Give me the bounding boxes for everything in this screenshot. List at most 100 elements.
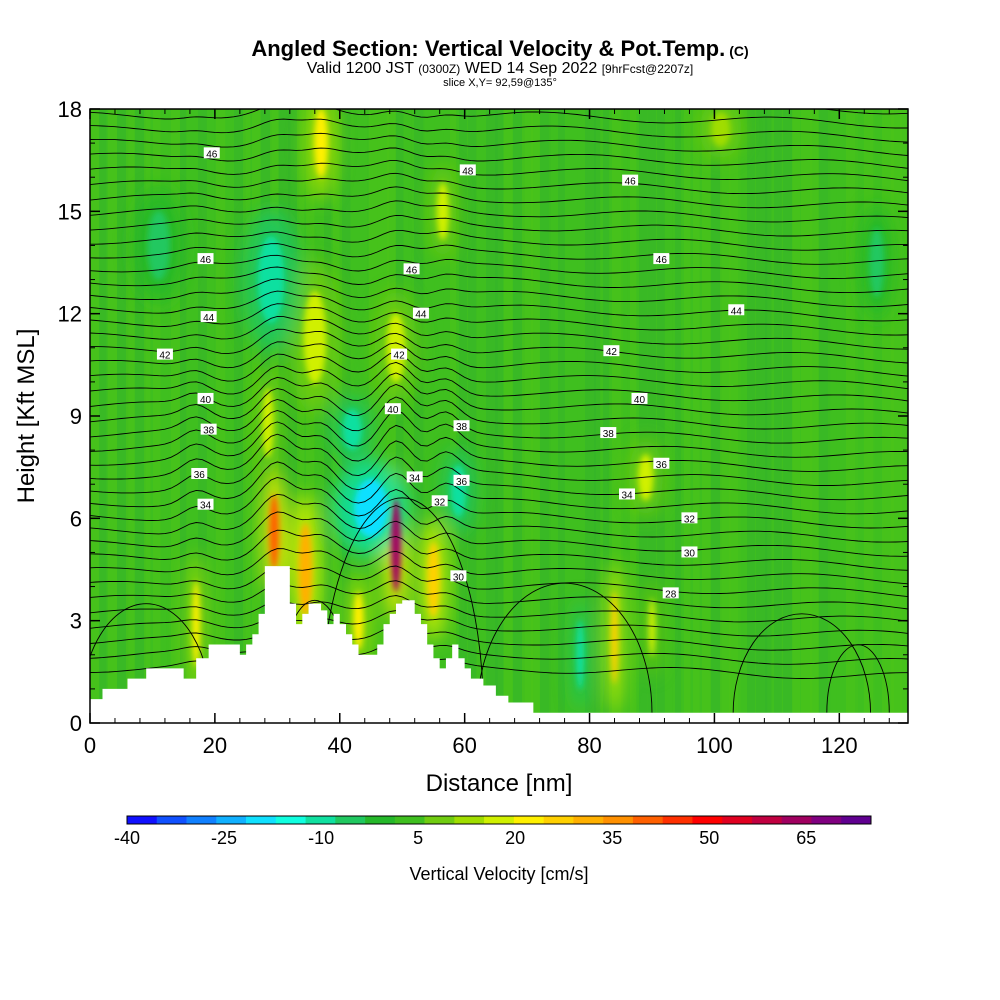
isentrope-label: 46 [653,253,670,266]
isentrope-line [90,186,908,209]
isentrope-label: 46 [197,253,214,266]
isentrope-label: 32 [431,495,448,508]
colorbar-frame [126,815,872,825]
texture-stripe [702,109,711,723]
isentrope-label: 44 [200,311,217,324]
texture-stripe [450,109,457,723]
isentrope-line [90,315,908,350]
velocity-core [711,112,731,147]
texture-stripe [513,109,525,723]
texture-stripe [585,109,596,723]
y-tick-label: 6 [70,506,82,531]
isentrope-label-text: 42 [606,347,618,358]
isentrope-label-text: 44 [415,310,427,321]
isentrope-line [90,229,908,251]
y-tick-label: 3 [70,609,82,634]
isentrope-line [90,421,908,472]
isentrope-label-text: 46 [206,149,218,160]
velocity-core [354,479,388,538]
colorbar-swatch [454,816,485,824]
isentrope-label: 30 [681,546,698,559]
colorbar-swatch [156,816,187,824]
colorbar-tick-label: -25 [211,828,237,848]
isentrope-label: 42 [391,348,408,362]
isentrope-line [90,214,908,237]
colorbar: -40 -25 -10 5 20 35 50 65 [114,815,872,848]
isentrope-line [90,595,908,623]
texture-stripe [495,109,504,723]
y-tick-label: 9 [70,404,82,429]
slice-info: slice X,Y= 92,59@135° [443,77,557,89]
texture-stripe [522,109,534,723]
isentrope-label: 36 [191,467,208,481]
isentrope-label-text: 42 [159,351,171,362]
isentrope-label: 36 [453,474,470,488]
isentrope-line [90,278,908,308]
isentrope-line [90,172,908,195]
texture-stripe [630,109,637,723]
isentrope-label-text: 46 [200,255,212,266]
isentrope-label-box [391,348,408,360]
texture-stripe [756,109,768,723]
velocity-core [353,591,364,650]
colorbar-swatch [662,816,693,824]
texture-stripe [873,109,885,723]
low-contour [320,497,484,713]
x-tick-label: 40 [328,733,352,758]
isentrope-label-box [412,307,429,319]
colorbar-swatch [186,816,217,824]
isentrope-line [90,548,908,585]
chart-subtitle: Valid 1200 JST (0300Z) WED 14 Sep 2022 [… [0,60,1000,78]
velocity-core [386,312,406,383]
colorbar-title: Vertical Velocity [cm/s] [409,864,588,884]
isentrope-label-text: 36 [194,470,206,481]
velocity-core [147,210,170,281]
texture-stripe [720,109,731,723]
texture-stripe [738,109,748,723]
isentrope-labels: 46 48 46 46 46 46 44 44 44 42 42 42 40 40 40 38 38 38 36 34… [156,147,745,600]
texture-stripe [594,109,601,723]
texture-stripe [135,109,146,723]
isentrope-label: 42 [603,345,620,358]
isentrope-line [90,625,908,651]
colorbar-tick-label: 35 [602,828,622,848]
velocity-core [611,591,618,685]
texture-stripe [801,109,813,723]
isentrope-line [90,410,908,458]
texture-stripe [792,109,801,723]
isentrope-label-box [619,488,636,500]
isentrope-line [90,565,908,598]
texture-stripe [324,109,332,723]
texture-stripe [675,109,682,723]
isentrope-label-box [384,403,401,415]
colorbar-swatch [811,816,842,824]
isentrope-label-box [631,392,648,404]
texture-stripe [666,109,673,723]
isentrope-line [90,396,908,444]
isentrope-label: 40 [197,392,214,406]
texture-stripe [432,109,444,723]
valid-date: WED 14 Sep 2022 [464,60,598,77]
low-contour [476,582,653,713]
texture-stripe [207,109,215,723]
velocity-core [262,388,274,458]
isentrope-label: 34 [406,471,423,484]
isentrope-label-box [200,311,217,323]
texture-stripe [288,109,300,723]
isentrope-line [90,132,908,156]
isentrope-label-text: 46 [625,177,637,188]
low-contour [826,644,890,713]
colorbar-swatch [335,816,366,824]
isentrope-label: 32 [681,512,698,525]
isentrope-label-text: 36 [456,477,468,488]
isentrope-label-text: 40 [634,395,646,406]
texture-stripe [387,109,396,723]
texture-stripe [441,109,451,723]
isentrope-label: 34 [197,498,214,512]
isentrope-label: 42 [156,348,173,362]
isentrope-label: 30 [450,570,467,583]
texture-stripe [126,109,135,723]
isentrope-line [90,477,908,529]
texture-stripe [486,109,498,723]
isentrope-line [90,372,908,416]
